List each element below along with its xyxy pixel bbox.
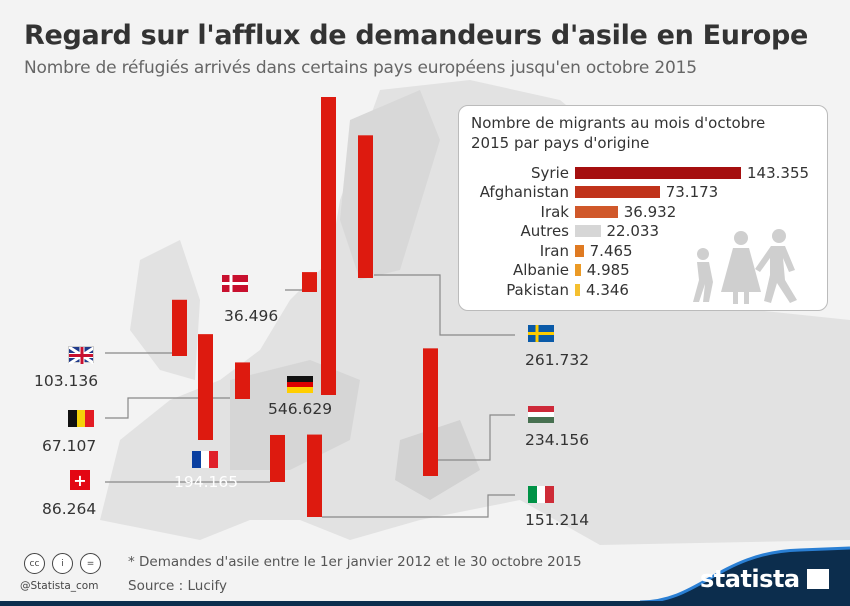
origin-value: 36.932 xyxy=(623,202,677,221)
value-label-belgium: 67.107 xyxy=(42,437,97,455)
origin-bar xyxy=(575,264,581,276)
origin-row: Syrie 143.355 xyxy=(459,163,809,182)
statista-logo-mark-icon xyxy=(807,569,830,589)
value-label-italy: 151.214 xyxy=(525,511,590,529)
origin-value: 7.465 xyxy=(589,241,633,260)
value-label-germany: 546.629 xyxy=(268,400,333,418)
page-subtitle: Nombre de réfugiés arrivés dans certains… xyxy=(24,58,697,78)
origin-bar xyxy=(575,244,584,257)
statista-logo: statista xyxy=(700,565,830,593)
bar-germany xyxy=(321,97,336,395)
origin-row: Irak 36.932 xyxy=(459,202,677,221)
bar-italy xyxy=(307,434,322,517)
hungary-flag-icon xyxy=(528,406,554,424)
value-label-switzerland: 86.264 xyxy=(42,500,97,518)
origin-countries-panel: Nombre de migrants au mois d'octobre 201… xyxy=(458,105,828,311)
origin-value: 143.355 xyxy=(747,163,810,182)
origin-label: Iran xyxy=(539,241,569,260)
value-label-france: 194.165 xyxy=(174,473,239,491)
bar-belgium xyxy=(235,362,250,399)
origin-bar xyxy=(575,225,601,237)
origin-row: Albanie 4.985 xyxy=(459,261,630,280)
footer-banner xyxy=(639,546,850,602)
bar-sweden xyxy=(358,135,373,278)
bottom-bar xyxy=(0,601,850,606)
origin-row: Afghanistan 73.173 xyxy=(459,183,719,202)
no-derivatives-icon: = xyxy=(80,553,101,574)
origin-bar xyxy=(575,205,618,218)
page-title: Regard sur l'afflux de demandeurs d'asil… xyxy=(24,20,809,51)
origin-label: Autres xyxy=(520,222,569,240)
uk-flag-icon xyxy=(68,346,94,364)
cc-license-icon: cc xyxy=(24,553,45,574)
origin-value: 4.985 xyxy=(586,261,630,279)
source: Source : Lucify xyxy=(128,578,228,594)
connector-lines xyxy=(105,274,515,518)
sweden-flag-icon xyxy=(528,325,554,342)
origin-value: 4.346 xyxy=(586,280,629,299)
origin-row: Iran 7.465 xyxy=(459,241,633,260)
origin-row: Pakistan 4.346 xyxy=(459,280,629,299)
origin-label: Pakistan xyxy=(506,280,569,299)
bar-france xyxy=(198,334,213,440)
italy-flag-icon xyxy=(528,486,555,503)
bar-denmark xyxy=(302,272,317,292)
origin-label: Irak xyxy=(540,202,569,221)
statista-handle: @Statista_com xyxy=(20,580,99,592)
origin-bar xyxy=(575,186,660,198)
family-icon xyxy=(693,229,797,304)
france-flag-icon xyxy=(192,451,219,468)
origin-label: Syrie xyxy=(531,163,569,182)
origin-value: 73.173 xyxy=(665,183,719,201)
denmark-flag-icon xyxy=(222,275,248,292)
origin-label: Afghanistan xyxy=(479,183,569,201)
value-label-uk: 103.136 xyxy=(34,372,99,390)
bar-switzerland xyxy=(270,434,285,482)
germany-flag-icon xyxy=(287,376,313,394)
attribution-icon: i xyxy=(52,553,73,574)
origin-row: Autres 22.033 xyxy=(459,222,659,241)
switzerland-flag-icon: + xyxy=(70,470,90,490)
panel-title: Nombre de migrants au mois d'octobre 201… xyxy=(471,114,766,152)
value-label-hungary: 234.156 xyxy=(525,431,590,449)
footnote: * Demandes d'asile entre le 1er janvier … xyxy=(128,554,582,570)
value-label-denmark: 36.496 xyxy=(224,307,279,325)
origin-value: 22.033 xyxy=(606,222,660,240)
belgium-flag-icon xyxy=(68,410,95,427)
origin-bar xyxy=(575,166,741,179)
value-label-sweden: 261.732 xyxy=(525,351,590,369)
bar-uk xyxy=(172,299,187,356)
origin-bar xyxy=(575,283,581,296)
origin-label: Albanie xyxy=(512,261,569,279)
bar-hungary xyxy=(423,348,438,476)
